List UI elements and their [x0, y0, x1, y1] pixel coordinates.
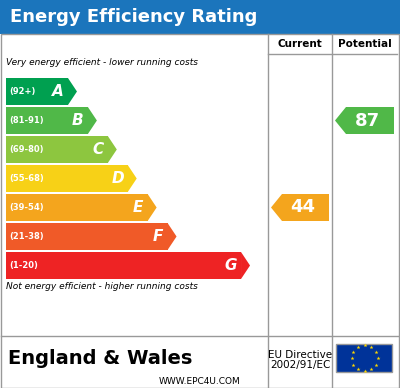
Text: Energy Efficiency Rating: Energy Efficiency Rating	[10, 8, 257, 26]
Polygon shape	[335, 107, 346, 134]
Text: Potential: Potential	[338, 39, 391, 49]
Text: 44: 44	[290, 199, 316, 217]
FancyBboxPatch shape	[6, 78, 68, 105]
FancyBboxPatch shape	[0, 0, 400, 34]
Text: B: B	[72, 113, 84, 128]
Text: G: G	[225, 258, 237, 273]
Polygon shape	[271, 194, 282, 221]
Text: Current: Current	[278, 39, 322, 49]
FancyBboxPatch shape	[6, 165, 128, 192]
FancyBboxPatch shape	[336, 344, 392, 372]
Text: E: E	[132, 200, 143, 215]
Text: (21-38): (21-38)	[9, 232, 44, 241]
Polygon shape	[128, 165, 137, 192]
Text: England & Wales: England & Wales	[8, 348, 192, 367]
Text: F: F	[152, 229, 163, 244]
Polygon shape	[241, 252, 250, 279]
Polygon shape	[168, 223, 176, 250]
FancyBboxPatch shape	[6, 136, 108, 163]
Polygon shape	[148, 194, 157, 221]
Text: Very energy efficient - lower running costs: Very energy efficient - lower running co…	[6, 58, 198, 67]
Polygon shape	[108, 136, 117, 163]
FancyBboxPatch shape	[6, 107, 88, 134]
Text: 2002/91/EC: 2002/91/EC	[270, 360, 330, 370]
Polygon shape	[88, 107, 97, 134]
FancyBboxPatch shape	[346, 107, 394, 134]
FancyBboxPatch shape	[6, 223, 168, 250]
Text: D: D	[112, 171, 124, 186]
Text: Not energy efficient - higher running costs: Not energy efficient - higher running co…	[6, 282, 198, 291]
Text: 87: 87	[355, 111, 380, 130]
Text: EU Directive: EU Directive	[268, 350, 332, 360]
Text: C: C	[92, 142, 104, 157]
Text: WWW.EPC4U.COM: WWW.EPC4U.COM	[159, 376, 241, 386]
FancyBboxPatch shape	[6, 194, 148, 221]
Text: (55-68): (55-68)	[9, 174, 44, 183]
FancyBboxPatch shape	[6, 252, 241, 279]
Text: A: A	[52, 84, 64, 99]
Text: (1-20): (1-20)	[9, 261, 38, 270]
FancyBboxPatch shape	[282, 194, 329, 221]
Text: (39-54): (39-54)	[9, 203, 44, 212]
Text: (69-80): (69-80)	[9, 145, 44, 154]
Polygon shape	[68, 78, 77, 105]
Text: (81-91): (81-91)	[9, 116, 44, 125]
Text: (92+): (92+)	[9, 87, 35, 96]
